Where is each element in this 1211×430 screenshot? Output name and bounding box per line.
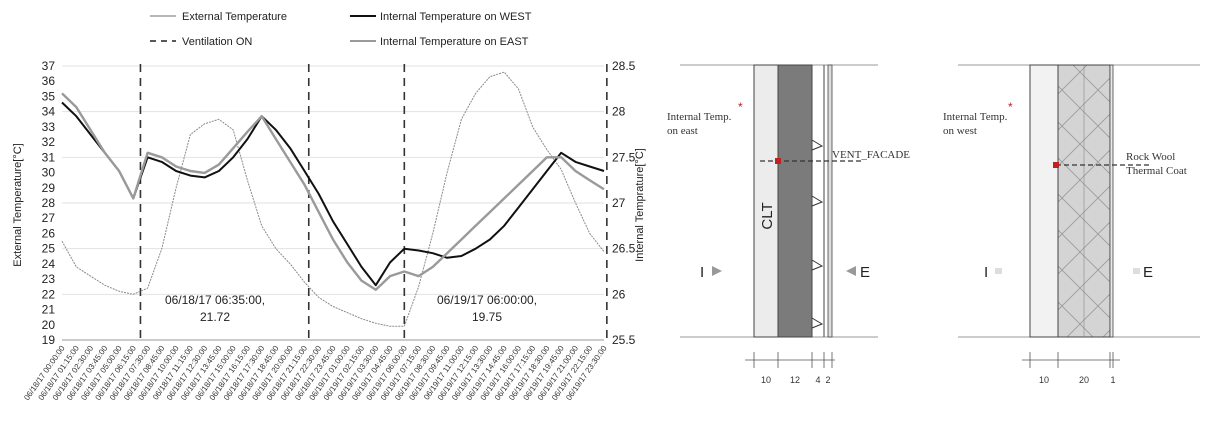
clt-label: CLT	[759, 202, 776, 229]
inward-arrow-icon	[712, 266, 722, 276]
internal-temp-west-label-2: on west	[943, 125, 977, 137]
render-layer	[1109, 64, 1114, 338]
internal-temp-east-label: Internal Temp.	[667, 111, 732, 123]
right-tick-1: 26	[612, 287, 626, 301]
legend-external-label: External Temperature	[182, 11, 287, 23]
right-marker-e: E	[860, 264, 870, 281]
annotation-min-1: 06/18/17 06:35:00, 21.72	[165, 293, 265, 324]
series-line-2	[61, 92, 605, 291]
left-tick-31: 31	[42, 150, 56, 164]
dim-12: 12	[790, 375, 800, 385]
right-tick-2: 26.5	[612, 242, 636, 256]
internal-temp-west-label: Internal Temp.	[943, 111, 1008, 123]
right-tick-0: 25.5	[612, 333, 636, 347]
series-line-0	[61, 71, 605, 327]
left-tick-24: 24	[42, 257, 56, 271]
measure-star-west: *	[1008, 100, 1013, 114]
dimension-line	[745, 352, 835, 368]
left-tick-21: 21	[42, 303, 56, 317]
annotation-1-line2: 21.72	[200, 310, 230, 324]
cladding-layer	[827, 64, 833, 338]
left-tick-23: 23	[42, 272, 56, 286]
right-tick-5: 28	[612, 105, 626, 119]
ventilation-markers	[139, 64, 608, 342]
dim-2: 2	[825, 375, 830, 385]
clt-layer	[753, 64, 779, 338]
insulation-layer	[777, 64, 813, 338]
legend-east-label: Internal Temperature on EAST	[380, 36, 529, 48]
internal-temp-east-label-2: on east	[667, 125, 698, 137]
measure-star: *	[738, 100, 743, 114]
dimension-line-west	[1022, 352, 1120, 368]
legend-ventilation-label: Ventilation ON	[182, 36, 252, 48]
inward-marker-icon	[995, 268, 1002, 274]
annotation-min-2: 06/19/17 06:00:00, 19.75	[437, 293, 537, 324]
left-tick-32: 32	[42, 135, 56, 149]
series-line-1	[61, 101, 605, 287]
right-tick-3: 27	[612, 196, 626, 210]
chart-legend: External Temperature Ventilation ON Inte…	[150, 11, 532, 48]
sensor-point-west	[1053, 162, 1059, 168]
right-tick-4: 27.5	[612, 150, 636, 164]
left-tick-27: 27	[42, 211, 56, 225]
annotation-2-line1: 06/19/17 06:00:00,	[437, 293, 537, 307]
left-axis-label: External Temperature[°C]	[12, 143, 24, 266]
left-tick-33: 33	[42, 120, 56, 134]
left-marker-i-west: I	[984, 264, 988, 281]
left-tick-37: 37	[42, 59, 56, 73]
left-tick-25: 25	[42, 242, 56, 256]
left-marker-i: I	[700, 264, 704, 281]
left-tick-34: 34	[42, 105, 56, 119]
rock-wool-label: Rock Wool	[1126, 151, 1175, 163]
dim-20-west: 20	[1079, 375, 1089, 385]
dim-10-west: 10	[1039, 375, 1049, 385]
wall-section-west: Internal Temp. on west * Rock Wool Therm…	[943, 64, 1200, 385]
right-axis-ticks: 25.5 26 26.5 27 27.5 28 28.5	[612, 59, 636, 347]
thermal-coat-label: Thermal Coat	[1126, 165, 1187, 177]
left-tick-26: 26	[42, 226, 56, 240]
annotation-2-line2: 19.75	[472, 310, 502, 324]
left-tick-28: 28	[42, 196, 56, 210]
dim-10: 10	[761, 375, 771, 385]
left-tick-30: 30	[42, 166, 56, 180]
outward-marker-icon	[1133, 268, 1140, 274]
left-tick-19: 19	[42, 333, 56, 347]
vent-facade-label: VENT_FACADE	[832, 149, 910, 161]
left-tick-22: 22	[42, 287, 56, 301]
dim-4: 4	[815, 375, 820, 385]
right-tick-6: 28.5	[612, 59, 636, 73]
left-tick-29: 29	[42, 181, 56, 195]
outward-arrow-icon	[846, 266, 856, 276]
clt-layer-west	[1029, 64, 1059, 338]
left-tick-36: 36	[42, 74, 56, 88]
left-tick-20: 20	[42, 318, 56, 332]
legend-west-label: Internal Temperature on WEST	[380, 11, 532, 23]
right-marker-e-west: E	[1143, 264, 1153, 281]
annotation-1-line1: 06/18/17 06:35:00,	[165, 293, 265, 307]
left-tick-35: 35	[42, 89, 56, 103]
right-axis-label: Internal Temprature[°C]	[634, 148, 646, 262]
facade-brackets	[811, 139, 824, 329]
wall-section-east: CLT Internal Temp. on east * VENT_FACADE…	[667, 64, 910, 385]
sensor-point	[775, 158, 781, 164]
dim-1-west: 1	[1110, 375, 1115, 385]
chart-series	[61, 71, 605, 327]
